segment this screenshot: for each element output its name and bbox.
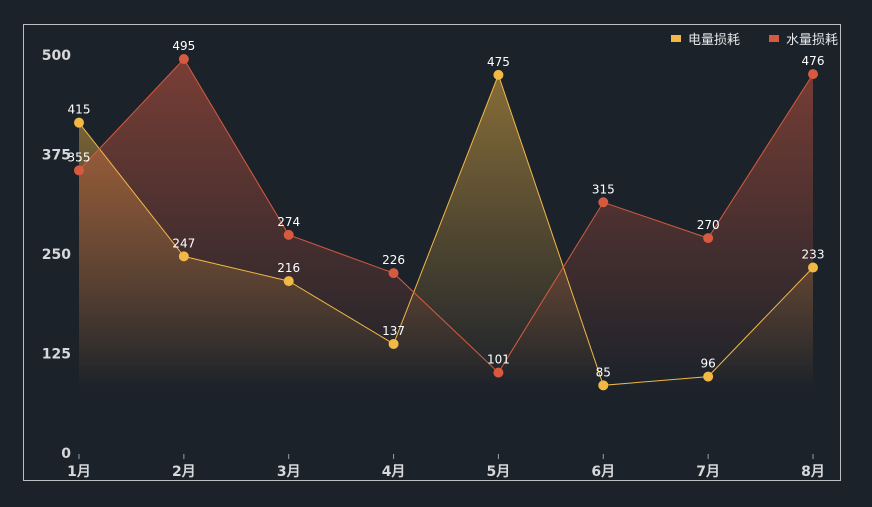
series-points [74, 53, 818, 391]
legend-swatch-0[interactable] [671, 35, 681, 42]
point-series-0[interactable] [493, 69, 504, 80]
data-label-series-1: 315 [592, 182, 615, 196]
x-tick-label: 4月 [382, 464, 406, 480]
data-label-series-1: 101 [487, 353, 510, 367]
x-tick-label: 6月 [591, 464, 615, 480]
data-label-series-1: 476 [802, 54, 825, 68]
line-series-1 [78, 58, 814, 374]
x-tick-label: 1月 [67, 464, 91, 480]
legend-label-0[interactable]: 电量损耗 [688, 33, 740, 48]
y-tick-label: 250 [42, 247, 71, 263]
area-series-1 [79, 59, 813, 388]
point-series-1[interactable] [283, 229, 294, 240]
data-label-series-1: 274 [277, 215, 300, 229]
line-series-0 [78, 73, 814, 386]
data-label-series-0: 96 [701, 357, 716, 371]
point-series-0[interactable] [74, 117, 84, 128]
point-series-1[interactable] [74, 165, 84, 176]
point-series-0[interactable] [703, 371, 714, 382]
data-label-series-1: 355 [68, 150, 91, 164]
point-series-0[interactable] [598, 380, 609, 391]
point-series-1[interactable] [808, 69, 818, 80]
legend[interactable]: 电量损耗 水量损耗 [671, 33, 838, 48]
point-series-1[interactable] [598, 197, 609, 208]
series-lines [78, 58, 814, 386]
data-label-series-0: 247 [172, 236, 195, 250]
data-label-series-0: 137 [382, 324, 405, 338]
y-tick-label: 0 [61, 446, 71, 462]
point-series-0[interactable] [178, 251, 189, 262]
data-label-series-0: 85 [596, 365, 611, 379]
data-label-series-1: 495 [172, 39, 195, 53]
data-label-series-0: 216 [277, 261, 300, 275]
x-tick-label: 5月 [487, 464, 511, 480]
x-tick-label: 3月 [277, 464, 301, 480]
x-tick-label: 2月 [172, 464, 196, 480]
data-label-series-1: 226 [382, 253, 405, 267]
data-label-series-0: 415 [68, 103, 91, 117]
y-tick-label: 375 [42, 148, 71, 164]
x-tick-label: 7月 [696, 464, 720, 480]
data-label-series-0: 233 [802, 248, 825, 262]
data-label-series-0: 475 [487, 55, 510, 69]
point-series-0[interactable] [388, 338, 399, 349]
point-series-1[interactable] [178, 53, 189, 64]
axes: 0 125 250 375 500 1月 2月 3月 4月 5月 6月 7月 8月 [42, 48, 825, 480]
point-series-0[interactable] [808, 262, 818, 273]
y-tick-label: 500 [42, 48, 71, 64]
legend-label-1[interactable]: 水量损耗 [786, 33, 838, 48]
point-series-1[interactable] [388, 268, 399, 279]
y-tick-label: 125 [42, 347, 71, 363]
plot-frame [23, 24, 841, 481]
point-series-0[interactable] [283, 276, 294, 287]
data-label-series-1: 270 [697, 218, 720, 232]
point-series-1[interactable] [703, 233, 714, 244]
legend-swatch-1[interactable] [769, 35, 779, 42]
data-labels: 415 247 216 137 475 85 96 233 355 495 274 226 101 315… [68, 39, 825, 379]
point-series-1[interactable] [493, 367, 504, 378]
x-tick-label: 8月 [801, 464, 825, 480]
series-areas [79, 59, 813, 389]
